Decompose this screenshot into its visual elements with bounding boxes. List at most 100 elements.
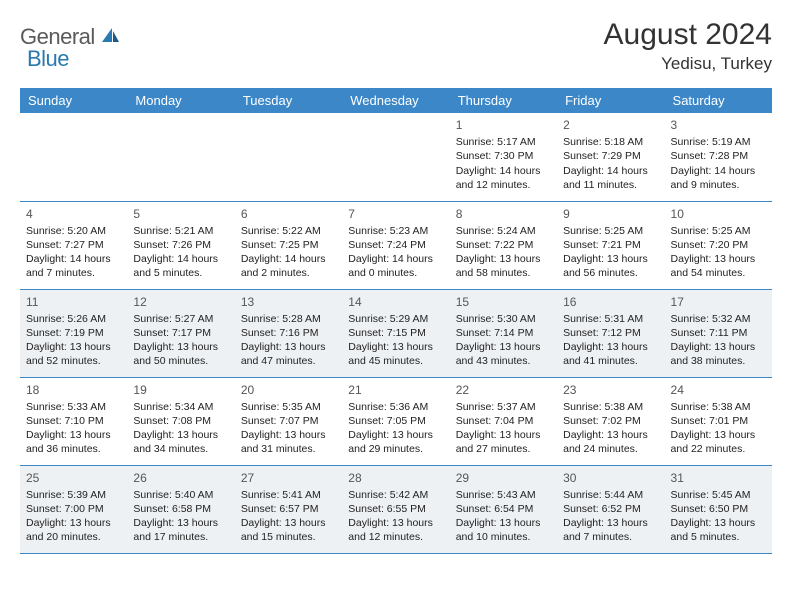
day-number: 3 (671, 117, 766, 133)
weekday-header: Friday (557, 88, 664, 113)
calendar-table: Sunday Monday Tuesday Wednesday Thursday… (20, 88, 772, 554)
daylight-line: and 41 minutes. (563, 354, 658, 368)
sunrise-line: Sunrise: 5:27 AM (133, 312, 228, 326)
daylight-line: and 15 minutes. (241, 530, 336, 544)
sunrise-line: Sunrise: 5:38 AM (671, 400, 766, 414)
daylight-line: and 2 minutes. (241, 266, 336, 280)
sunrise-line: Sunrise: 5:43 AM (456, 488, 551, 502)
sunset-line: Sunset: 7:15 PM (348, 326, 443, 340)
daylight-line: Daylight: 13 hours (456, 516, 551, 530)
daylight-line: Daylight: 13 hours (26, 516, 121, 530)
daylight-line: Daylight: 13 hours (348, 340, 443, 354)
sunrise-line: Sunrise: 5:32 AM (671, 312, 766, 326)
daylight-line: and 20 minutes. (26, 530, 121, 544)
sail-icon (100, 26, 120, 49)
day-number: 24 (671, 382, 766, 398)
day-number: 9 (563, 206, 658, 222)
day-cell: 29 Sunrise: 5:43 AMSunset: 6:54 PMDayligh… (450, 465, 557, 553)
day-cell: 13Sunrise: 5:28 AMSunset: 7:16 PMDayligh… (235, 289, 342, 377)
day-cell: 18Sunrise: 5:33 AMSunset: 7:10 PMDayligh… (20, 377, 127, 465)
weekday-header: Sunday (20, 88, 127, 113)
daylight-line: Daylight: 14 hours (241, 252, 336, 266)
daylight-line: and 9 minutes. (671, 178, 766, 192)
weekday-header: Monday (127, 88, 234, 113)
daylight-line: Daylight: 13 hours (563, 516, 658, 530)
day-number: 20 (241, 382, 336, 398)
daylight-line: and 54 minutes. (671, 266, 766, 280)
sunset-line: Sunset: 7:07 PM (241, 414, 336, 428)
sunset-line: Sunset: 6:57 PM (241, 502, 336, 516)
day-cell: 1Sunrise: 5:17 AMSunset: 7:30 PMDaylight… (450, 113, 557, 201)
sunrise-line: Sunrise: 5:41 AM (241, 488, 336, 502)
daylight-line: and 38 minutes. (671, 354, 766, 368)
day-number: 5 (133, 206, 228, 222)
day-number: 23 (563, 382, 658, 398)
sunrise-line: Sunrise: 5:30 AM (456, 312, 551, 326)
week-row: 18Sunrise: 5:33 AMSunset: 7:10 PMDayligh… (20, 377, 772, 465)
sunrise-line: Sunrise: 5:36 AM (348, 400, 443, 414)
weekday-header: Saturday (665, 88, 772, 113)
sunset-line: Sunset: 7:24 PM (348, 238, 443, 252)
sunset-line: Sunset: 6:55 PM (348, 502, 443, 516)
sunrise-line: Sunrise: 5:19 AM (671, 135, 766, 149)
sunrise-line: Sunrise: 5:40 AM (133, 488, 228, 502)
daylight-line: Daylight: 13 hours (563, 428, 658, 442)
sunrise-line: Sunrise: 5:17 AM (456, 135, 551, 149)
day-number: 11 (26, 294, 121, 310)
location: Yedisu, Turkey (604, 54, 772, 74)
sunrise-line: Sunrise: 5:33 AM (26, 400, 121, 414)
day-number: 4 (26, 206, 121, 222)
day-cell: 31Sunrise: 5:45 AMSunset: 6:50 PMDayligh… (665, 465, 772, 553)
day-cell: 5Sunrise: 5:21 AMSunset: 7:26 PMDaylight… (127, 201, 234, 289)
sunrise-line: Sunrise: 5:31 AM (563, 312, 658, 326)
day-cell (127, 113, 234, 201)
weekday-row: Sunday Monday Tuesday Wednesday Thursday… (20, 88, 772, 113)
day-number: 1 (456, 117, 551, 133)
day-number: 7 (348, 206, 443, 222)
sunrise-line: Sunrise: 5:44 AM (563, 488, 658, 502)
daylight-line: Daylight: 13 hours (241, 340, 336, 354)
day-cell: 17Sunrise: 5:32 AMSunset: 7:11 PMDayligh… (665, 289, 772, 377)
day-number: 17 (671, 294, 766, 310)
daylight-line: and 17 minutes. (133, 530, 228, 544)
daylight-line: Daylight: 13 hours (26, 340, 121, 354)
week-row: 4 Sunrise: 5:20 AMSunset: 7:27 PM Daylight… (20, 201, 772, 289)
sunset-line: Sunset: 6:54 PM (456, 502, 551, 516)
daylight-line: and 27 minutes. (456, 442, 551, 456)
sunrise-line: Sunrise: 5:21 AM (133, 224, 228, 238)
day-number: 29 (456, 470, 551, 486)
sunrise-line: Sunrise: 5:39 AM (26, 488, 121, 502)
daylight-line: Daylight: 13 hours (348, 516, 443, 530)
day-cell: 11Sunrise: 5:26 AMSunset: 7:19 PMDayligh… (20, 289, 127, 377)
sunrise-line: Sunrise: 5:37 AM (456, 400, 551, 414)
day-cell: 22Sunrise: 5:37 AMSunset: 7:04 PMDayligh… (450, 377, 557, 465)
sunrise-line: Sunrise: 5:20 AM (26, 224, 121, 238)
daylight-line: and 12 minutes. (348, 530, 443, 544)
day-number: 6 (241, 206, 336, 222)
week-row: 25Sunrise: 5:39 AMSunset: 7:00 PMDayligh… (20, 465, 772, 553)
sunrise-line: Sunrise: 5:23 AM (348, 224, 443, 238)
day-number: 10 (671, 206, 766, 222)
day-cell: 10Sunrise: 5:25 AMSunset: 7:20 PMDayligh… (665, 201, 772, 289)
day-cell: 23Sunrise: 5:38 AMSunset: 7:02 PMDayligh… (557, 377, 664, 465)
day-number: 14 (348, 294, 443, 310)
sunset-line: Sunset: 7:25 PM (241, 238, 336, 252)
daylight-line: Daylight: 13 hours (26, 428, 121, 442)
sunrise-line: Sunrise: 5:24 AM (456, 224, 551, 238)
logo-word2-wrap: Blue (27, 46, 69, 72)
day-number: 21 (348, 382, 443, 398)
daylight-line: Daylight: 13 hours (133, 516, 228, 530)
day-number: 30 (563, 470, 658, 486)
day-cell: 2Sunrise: 5:18 AMSunset: 7:29 PMDaylight… (557, 113, 664, 201)
sunrise-line: Sunrise: 5:18 AM (563, 135, 658, 149)
day-cell: 7Sunrise: 5:23 AMSunset: 7:24 PMDaylight… (342, 201, 449, 289)
sunset-line: Sunset: 7:04 PM (456, 414, 551, 428)
sunset-line: Sunset: 7:27 PM (26, 238, 121, 252)
day-number: 8 (456, 206, 551, 222)
daylight-line: and 5 minutes. (671, 530, 766, 544)
day-cell: 4Sunrise: 5:20 AMSunset: 7:27 PMDaylight… (20, 201, 127, 289)
sunset-line: Sunset: 7:17 PM (133, 326, 228, 340)
sunset-line: Sunset: 7:02 PM (563, 414, 658, 428)
day-number: 19 (133, 382, 228, 398)
daylight-line: Daylight: 13 hours (456, 252, 551, 266)
